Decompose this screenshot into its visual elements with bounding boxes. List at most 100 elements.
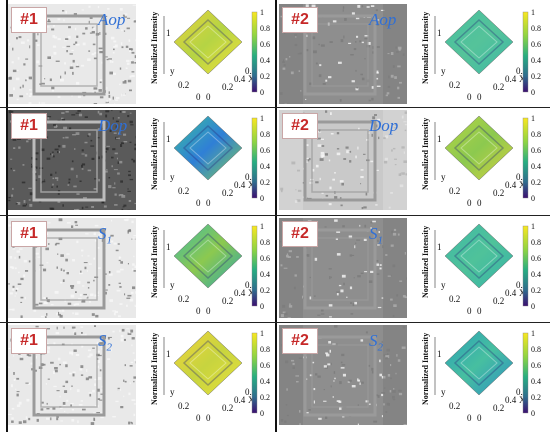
colorbar-tick-label: 0.4 (260, 270, 270, 279)
x-tick-label: 0.4 (505, 288, 517, 298)
x-tick-label: 0.6 (516, 387, 528, 397)
colorbar-tick-label: 0.8 (260, 345, 270, 354)
surface-plot: Normalized Intensity 1 0 0.2 0.4 0.6 X 0 0.2 y 1 0.… (148, 218, 274, 320)
colorbar-tick-label: 0 (531, 194, 535, 203)
x-tick-label: 0 (477, 306, 482, 316)
z-axis-label: Normalized Intensity (150, 226, 159, 298)
y-tick-label: 0 (196, 413, 201, 423)
colorbar-tick-label: 1 (260, 114, 264, 123)
x-tick-label: 0 (206, 92, 211, 102)
colorbar-tick-label: 0 (260, 194, 264, 203)
colorbar-tick-label: 0.6 (260, 361, 270, 370)
colorbar (251, 11, 258, 93)
y-tick-label: 0.2 (178, 186, 189, 196)
x-axis-label: X (248, 180, 255, 190)
parameter-symbol: S (369, 224, 378, 243)
colorbar-tick-label: 0 (531, 88, 535, 97)
colorbar (251, 225, 258, 307)
surface-inner-frame (182, 124, 234, 172)
surface-inner-frame-2 (189, 131, 227, 165)
colorbar-tick-label: 0.8 (260, 130, 270, 139)
colorbar-tick-label: 0 (260, 302, 264, 311)
x-tick-label: 0 (477, 92, 482, 102)
colorbar-tick-label: 0.8 (260, 238, 270, 247)
x-tick-label: 0.2 (493, 403, 504, 413)
colorbar-tick-label: 0.6 (260, 40, 270, 49)
parameter-label: S1 (369, 224, 383, 246)
parameter-subscript: 2 (377, 341, 384, 354)
sample-badge: #2 (282, 328, 318, 354)
parameter-label: Aop (98, 10, 125, 32)
result-panel: #1 Dop Normalized Intensity 1 0 0.2 0.4 0.6 X 0 0.… (8, 110, 274, 212)
surface-inner-frame-2 (189, 25, 227, 59)
colorbar-tick-label: 0.2 (531, 393, 541, 402)
x-tick-label: 0 (477, 413, 482, 423)
x-tick-label: 0.2 (222, 82, 233, 92)
x-tick-label: 0 (206, 413, 211, 423)
parameter-label: S2 (369, 331, 383, 353)
colorbar-tick-label: 1 (531, 8, 535, 17)
sample-badge: #2 (282, 7, 318, 33)
z-tick-label: 1 (166, 349, 171, 359)
colorbar-tick-label: 0 (260, 88, 264, 97)
y-axis-label: y (170, 66, 175, 76)
colorbar-tick-label: 0.6 (260, 146, 270, 155)
surface-inner-frame-2 (460, 131, 498, 165)
x-axis-label: X (248, 395, 255, 405)
y-tick-label: 0 (467, 92, 472, 102)
surface-plot: Normalized Intensity 1 0 0.2 0.4 0.6 X 0 0.2 y 1 0.… (419, 110, 545, 212)
colorbar-tick-label: 0.2 (531, 178, 541, 187)
result-panel: #1 S2 Normalized Intensity 1 0 0.2 0.4 0.6 X 0 0.2… (8, 325, 274, 427)
surface-square (173, 9, 243, 75)
surface-square (173, 223, 243, 289)
colorbar-tick-label: 0.2 (531, 286, 541, 295)
parameter-label: S2 (98, 331, 112, 353)
colorbar (522, 332, 529, 414)
z-tick-label: 1 (437, 28, 442, 38)
sample-badge: #1 (11, 113, 47, 139)
colorbar-tick-label: 0.4 (260, 56, 270, 65)
parameter-symbol: S (369, 331, 378, 350)
y-tick-label: 0.2 (449, 401, 460, 411)
colorbar (522, 225, 529, 307)
surface-inner-frame-2 (460, 25, 498, 59)
surface-square (173, 115, 243, 181)
row-divider-3 (0, 322, 550, 323)
parameter-label: S1 (98, 224, 112, 246)
z-axis-label: Normalized Intensity (421, 118, 430, 190)
colorbar-tick-label: 0 (260, 409, 264, 418)
y-tick-label: 0.2 (449, 294, 460, 304)
colorbar-tick-label: 0 (531, 409, 535, 418)
colorbar-tick-label: 0.4 (531, 270, 541, 279)
surface-square (444, 115, 514, 181)
colorbar (251, 117, 258, 199)
surface-plot: Normalized Intensity 1 0 0.2 0.4 0.6 X 0 0.2 y 1 0.… (148, 110, 274, 212)
colorbar (522, 11, 529, 93)
parameter-symbol: Dop (369, 116, 399, 135)
surface-inner-frame (453, 339, 505, 387)
colorbar-tick-label: 1 (260, 222, 264, 231)
colorbar-tick-label: 0.2 (260, 286, 270, 295)
result-panel: #1 S1 Normalized Intensity 1 0 0.2 0.4 0.6 X 0 0.2… (8, 218, 274, 320)
surface-square (444, 223, 514, 289)
parameter-symbol: S (98, 224, 107, 243)
x-tick-label: 0.6 (245, 280, 257, 290)
x-axis-label: X (519, 180, 526, 190)
y-tick-label: 0 (467, 413, 472, 423)
x-tick-label: 0.4 (505, 180, 517, 190)
colorbar-tick-label: 0.8 (531, 238, 541, 247)
surface-inner-frame (453, 18, 505, 66)
x-tick-label: 0.4 (234, 180, 246, 190)
result-panel: #2 S1 Normalized Intensity 1 0 0.2 0.4 0.6 X 0 0.2… (279, 218, 545, 320)
colorbar-tick-label: 1 (531, 222, 535, 231)
colorbar (522, 117, 529, 199)
x-tick-label: 0.4 (234, 395, 246, 405)
x-tick-label: 0.2 (493, 296, 504, 306)
x-tick-label: 0.2 (222, 296, 233, 306)
z-tick-label: 1 (166, 242, 171, 252)
y-axis-label: y (170, 280, 175, 290)
row-divider-2 (0, 215, 550, 216)
surface-inner-frame (182, 339, 234, 387)
surface-inner-frame (182, 18, 234, 66)
x-axis-label: X (248, 74, 255, 84)
